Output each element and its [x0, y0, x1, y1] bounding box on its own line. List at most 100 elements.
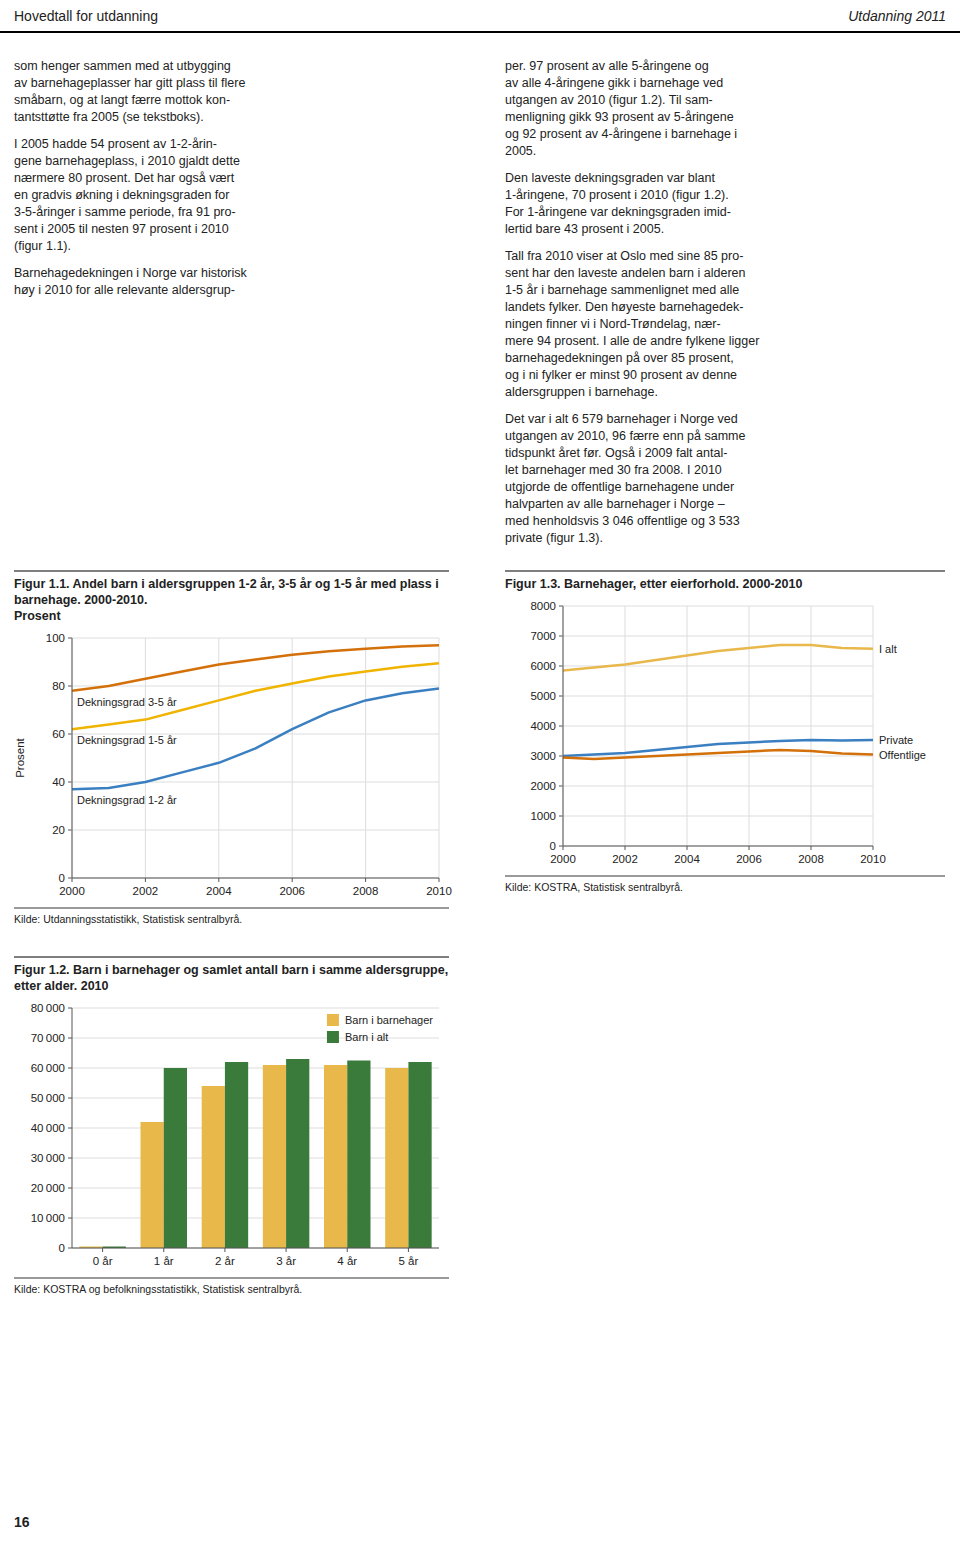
tick-mark [68, 1038, 72, 1039]
tick-label: 100 [46, 632, 65, 644]
tick-label: 60 [52, 728, 65, 740]
legend-label: Barn i alt [345, 1031, 388, 1043]
grid-line [563, 606, 873, 607]
tick-mark [68, 1008, 72, 1009]
series-label: Dekningsgrad 1-2 år [77, 794, 177, 806]
grid-line [72, 830, 439, 831]
grid-line [811, 606, 812, 846]
x-axis-line [563, 846, 873, 847]
tick-mark [811, 846, 812, 850]
bar [202, 1086, 225, 1248]
grid-line [218, 638, 219, 878]
title-line: barnehage. 2000-2010. [14, 593, 147, 607]
tick-mark [347, 1248, 348, 1252]
tick-mark [68, 686, 72, 687]
body-text: Barnehagedekningen i Norge var historisk… [14, 266, 248, 297]
grid-line [72, 1158, 439, 1159]
body-line: gene barnehageplass, i 2010 gjaldt dette [14, 154, 240, 168]
grid-line [72, 1098, 439, 1099]
y-axis-label: Prosent [14, 737, 26, 777]
tick-label: 1000 [530, 810, 556, 822]
source-rule [14, 908, 449, 909]
grid-line [72, 638, 73, 878]
tick-mark [68, 782, 72, 783]
grid-line [563, 696, 873, 697]
tick-label: 80 [52, 680, 65, 692]
body-line: Tall fra 2010 viser at Oslo med sine 85 … [505, 249, 743, 263]
grid-line [563, 726, 873, 727]
bar [385, 1068, 408, 1248]
body-line: private (figur 1.3). [505, 531, 603, 545]
grid-line [72, 878, 439, 879]
bar [263, 1065, 286, 1248]
legend-label: Barn i barnehager [345, 1014, 433, 1026]
body-line: høy i 2010 for alle relevante aldersgrup… [14, 283, 235, 297]
tick-label: 3 år [276, 1255, 296, 1267]
tick-mark [286, 1248, 287, 1252]
body-line: (figur 1.1). [14, 239, 71, 253]
tick-label: 70 000 [31, 1032, 65, 1044]
body-line: utgangen av 2010 (figur 1.2). Til sam- [505, 93, 713, 107]
tick-label: 20 000 [31, 1182, 65, 1194]
figure-title: Figur 1.3. Barnehager, etter eierforhold… [505, 577, 802, 591]
y-axis-line [72, 1008, 73, 1248]
tick-mark [68, 638, 72, 639]
body-line: sent i 2005 til nesten 97 prosent i 2010 [14, 222, 229, 236]
tick-mark [439, 878, 440, 882]
body-line: utgjorde de offentlige barnehagene under [505, 480, 734, 494]
tick-mark [292, 878, 293, 882]
tick-mark [559, 606, 563, 607]
body-text: I 2005 hadde 54 prosent av 1-2-årin-gene… [14, 137, 240, 253]
tick-mark [559, 726, 563, 727]
tick-mark [559, 696, 563, 697]
header-right: Utdanning 2011 [848, 8, 946, 24]
tick-label: 80 000 [31, 1002, 65, 1014]
plot-marks [563, 645, 873, 759]
tick-mark [873, 846, 874, 850]
tick-mark [559, 846, 563, 847]
source-note: Kilde: KOSTRA, Statistisk sentralbyrå. [505, 881, 683, 893]
body-text: per. 97 prosent av alle 5-åringene ogav … [505, 59, 737, 158]
figure: Figur 1.1. Andel barn i aldersgruppen 1-… [14, 571, 452, 925]
body-line: Den laveste dekningsgraden var blant [505, 171, 715, 185]
tick-mark [68, 734, 72, 735]
body-text: Det var i alt 6 579 barnehager i Norge v… [505, 412, 745, 545]
tick-mark [625, 846, 626, 850]
tick-mark [68, 1218, 72, 1219]
bar [408, 1062, 431, 1248]
tick-label: 40 [52, 776, 65, 788]
body-line: en gradvis økning i dekningsgraden for [14, 188, 229, 202]
body-line: Barnehagedekningen i Norge var historisk [14, 266, 248, 280]
tick-mark [559, 816, 563, 817]
figure: Figur 1.2. Barn i barnehager og samlet a… [14, 957, 449, 1295]
tick-mark [559, 786, 563, 787]
tick-label: 60 000 [31, 1062, 65, 1074]
series-label: Offentlige [879, 749, 926, 761]
grid-line [72, 782, 439, 783]
source-rule [14, 1278, 449, 1279]
bar [141, 1122, 164, 1248]
tick-label: 0 [59, 1242, 65, 1254]
tick-label: 50 000 [31, 1092, 65, 1104]
body-text: Den laveste dekningsgraden var blant1-år… [505, 171, 731, 236]
grid-line [365, 638, 366, 878]
grid-line [625, 606, 626, 846]
page: Hovedtall for utdanningUtdanning 2011som… [0, 0, 960, 1545]
grid-line [563, 786, 873, 787]
tick-label: 2010 [426, 885, 452, 897]
tick-label: 0 [59, 872, 65, 884]
body-line: sent har den laveste andelen barn i alde… [505, 266, 745, 280]
tick-mark [68, 1158, 72, 1159]
source-rule [505, 876, 945, 877]
series-line [563, 645, 873, 671]
series-label: Dekningsgrad 3-5 år [77, 696, 177, 708]
tick-label: 2000 [550, 853, 576, 865]
bar [225, 1062, 248, 1248]
tick-label: 3000 [530, 750, 556, 762]
body-line: småbarn, og at langt færre mottok kon- [14, 93, 230, 107]
tick-label: 1 år [154, 1255, 174, 1267]
body-line: Det var i alt 6 579 barnehager i Norge v… [505, 412, 738, 426]
tick-mark [365, 878, 366, 882]
body-line: ningen finner vi i Nord-Trøndelag, nær- [505, 317, 721, 331]
grid-line [72, 638, 439, 639]
